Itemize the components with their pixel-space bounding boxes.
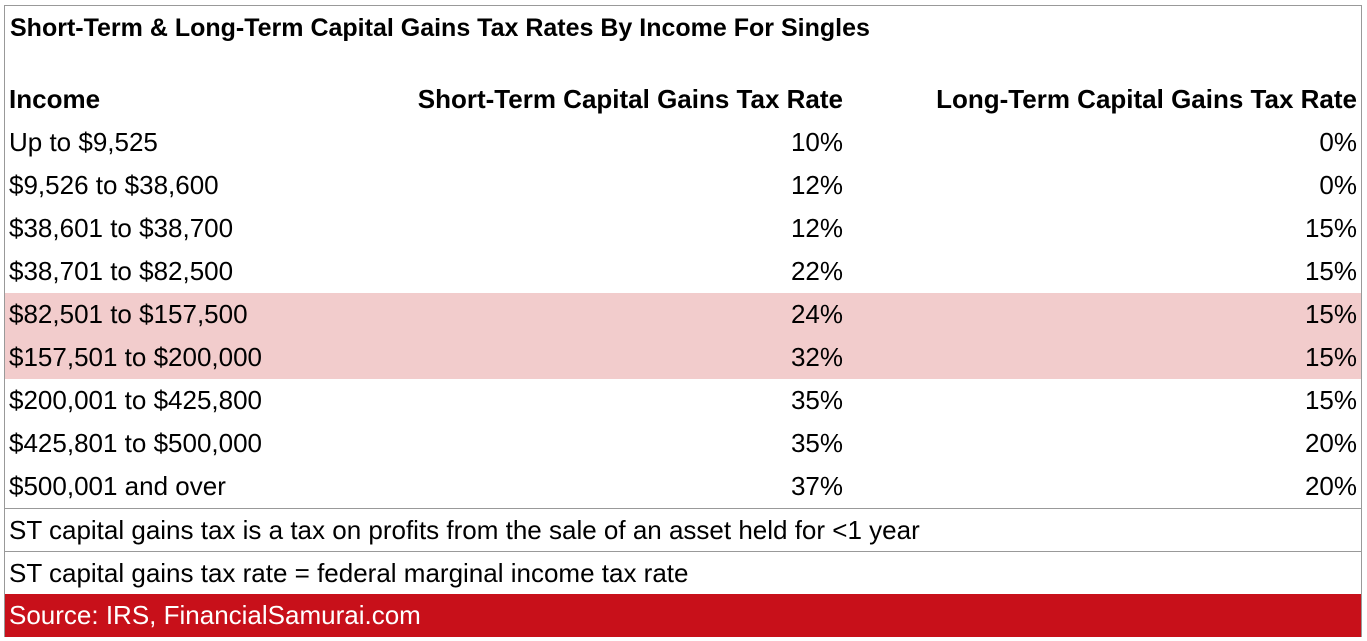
source-row: Source: IRS, FinancialSamurai.com	[5, 594, 1361, 637]
table-cell: $157,501 to $200,000	[9, 342, 263, 372]
table-row: $38,601 to $38,700 12% 15%	[5, 207, 1361, 250]
table-cell: 15%	[1304, 299, 1357, 329]
table-cell: 32%	[790, 342, 843, 372]
table-row: $82,501 to $157,500 24% 15%	[5, 293, 1361, 336]
note-text: ST capital gains tax rate = federal marg…	[9, 557, 689, 588]
table-cell: 15%	[1304, 385, 1357, 415]
table-row: $9,526 to $38,600 12% 0%	[5, 164, 1361, 207]
table-cell: $38,601 to $38,700	[9, 213, 234, 243]
table-cell: 12%	[790, 170, 843, 200]
table-cell: 24%	[790, 299, 843, 329]
table-row: $500,001 and over 37% 20%	[5, 465, 1361, 508]
table-cell: 37%	[790, 471, 843, 501]
table-cell: 12%	[790, 213, 843, 243]
table-cell: 20%	[1304, 428, 1357, 458]
table-cell: $82,501 to $157,500	[9, 299, 248, 329]
table-row: $425,801 to $500,000 35% 20%	[5, 422, 1361, 465]
column-header: Income	[9, 84, 101, 114]
table-cell: 22%	[790, 256, 843, 286]
source-text: Source: IRS, FinancialSamurai.com	[9, 600, 421, 630]
header-row: Income Short-Term Capital Gains Tax Rate L…	[5, 78, 1361, 121]
column-header: Short-Term Capital Gains Tax Rate	[417, 84, 843, 114]
table-cell: Up to $9,525	[9, 127, 158, 157]
table-cell: $425,801 to $500,000	[9, 428, 263, 458]
table-cell: $200,001 to $425,800	[9, 385, 263, 415]
table-cell: 0%	[1319, 127, 1357, 157]
table-cell: 0%	[1319, 170, 1357, 200]
note-row: ST capital gains tax is a tax on profits…	[5, 508, 1361, 551]
table-cell: 35%	[790, 385, 843, 415]
table-cell: 15%	[1304, 342, 1357, 372]
note-row: ST capital gains tax rate = federal marg…	[5, 551, 1361, 594]
table-cell: 35%	[790, 428, 843, 458]
table-row: Up to $9,525 10% 0%	[5, 121, 1361, 164]
table-cell: $9,526 to $38,600	[9, 170, 219, 200]
table-cell: $500,001 and over	[9, 471, 226, 501]
title: Short-Term & Long-Term Capital Gains Tax…	[10, 14, 870, 42]
table-cell: 15%	[1304, 256, 1357, 286]
table-row: $157,501 to $200,000 32% 15%	[5, 336, 1361, 379]
table-row: $38,701 to $82,500 22% 15%	[5, 250, 1361, 293]
table-cell: 20%	[1304, 471, 1357, 501]
table-cell: $38,701 to $82,500	[9, 256, 234, 286]
table-cell: 15%	[1304, 213, 1357, 243]
table-cell: 10%	[790, 127, 843, 157]
note-text: ST capital gains tax is a tax on profits…	[9, 514, 920, 545]
table-row: $200,001 to $425,800 35% 15%	[5, 379, 1361, 422]
column-header: Long-Term Capital Gains Tax Rate	[936, 84, 1357, 114]
